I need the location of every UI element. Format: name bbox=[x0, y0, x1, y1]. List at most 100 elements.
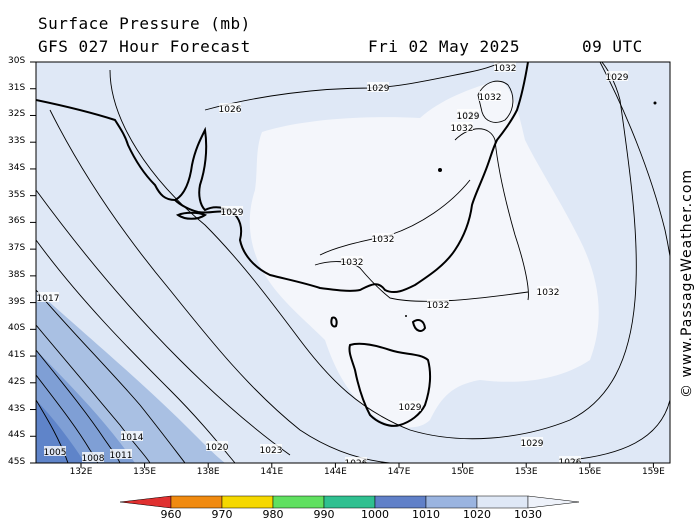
isobar-label: 1032 bbox=[537, 288, 560, 298]
colorbar-label: 970 bbox=[211, 508, 233, 521]
isobar-1032-east bbox=[454, 128, 529, 301]
isobar-label: 1026 bbox=[345, 459, 368, 469]
isobar-label-bg bbox=[345, 457, 367, 463]
coastline-kangaroo-island bbox=[175, 211, 208, 220]
isobar-label: 1029 bbox=[606, 73, 629, 83]
lon-label: 159E bbox=[641, 467, 665, 477]
isobar-label: 1014 bbox=[121, 433, 144, 443]
isobar-labels: 1032 1029 1026 1029 1032 1032 1032 1029 1032 1032… bbox=[37, 62, 629, 469]
isobar-label-bg bbox=[457, 110, 479, 120]
isobar-1017 bbox=[36, 289, 186, 463]
lat-label: 44S bbox=[8, 430, 26, 441]
lat-ticks bbox=[30, 61, 36, 464]
isobar-label: 1029 bbox=[221, 208, 244, 218]
colorbar-label: 1020 bbox=[463, 508, 491, 521]
colorbar-swatch bbox=[323, 495, 376, 509]
isobar-1020 bbox=[36, 239, 236, 463]
isobar-label-bg bbox=[121, 431, 143, 441]
isobar-label-bg bbox=[399, 401, 421, 411]
isobar-label-bg bbox=[219, 103, 241, 113]
colorbar-label: 1000 bbox=[361, 508, 389, 521]
colorbar-label: 1010 bbox=[412, 508, 440, 521]
isobar-label: 1029 bbox=[367, 84, 390, 94]
lat-label: 33S bbox=[8, 136, 26, 147]
watermark: © www.PassageWeather.com bbox=[679, 168, 695, 398]
coastline-spencer-gulf bbox=[174, 199, 226, 214]
colorbar-label: 1030 bbox=[514, 508, 542, 521]
isobar-label: 1029 bbox=[521, 439, 544, 449]
isobar-label-bg bbox=[521, 437, 543, 447]
isobar-1029-north bbox=[204, 62, 503, 111]
colorbar-label: 980 bbox=[262, 508, 284, 521]
isobar-label-bg bbox=[559, 456, 581, 463]
island-dot bbox=[438, 168, 442, 172]
lon-label: 156E bbox=[578, 467, 602, 477]
colorbar-swatch bbox=[476, 495, 529, 509]
isobar-label: 1032 bbox=[372, 235, 395, 245]
island-dot bbox=[653, 101, 657, 105]
colorbar bbox=[119, 495, 580, 509]
colorbar-arrow-low bbox=[119, 495, 172, 509]
isobar-label-bg bbox=[110, 449, 132, 459]
lat-label: 35S bbox=[8, 189, 26, 200]
lat-label: 42S bbox=[8, 376, 26, 387]
coastline-mainland bbox=[36, 62, 529, 294]
colorbar-swatch bbox=[221, 495, 274, 509]
isobar-label: 1023 bbox=[260, 446, 283, 456]
lon-label: 153E bbox=[514, 467, 538, 477]
lat-label: 40S bbox=[8, 323, 26, 334]
isobar-label-bg bbox=[341, 256, 363, 266]
isobar-label-bg bbox=[260, 444, 282, 454]
colorbar-swatch bbox=[374, 495, 427, 509]
lon-ticks bbox=[80, 463, 654, 468]
isobar-label-bg bbox=[494, 62, 516, 72]
forecast-date: Fri 02 May 2025 bbox=[368, 37, 520, 56]
map-frame bbox=[35, 61, 671, 464]
island-dot bbox=[405, 315, 407, 317]
lon-label: 147E bbox=[387, 467, 411, 477]
coastline-king-island bbox=[330, 316, 338, 328]
isobar-label: 1032 bbox=[494, 64, 517, 74]
lon-label: 150E bbox=[451, 467, 475, 477]
lon-label: 144E bbox=[323, 467, 347, 477]
chart-title: Surface Pressure (mb) bbox=[38, 14, 251, 33]
isobar-label: 1026 bbox=[219, 105, 242, 115]
isobar-label-bg bbox=[372, 233, 394, 243]
lat-label: 38S bbox=[8, 269, 26, 280]
isobar-label: 1017 bbox=[37, 294, 60, 304]
isobar-label-bg bbox=[427, 299, 449, 309]
isobar-label: 1032 bbox=[427, 301, 450, 311]
lat-label: 41S bbox=[8, 350, 26, 361]
lon-label: 141E bbox=[260, 467, 284, 477]
isobar-1032-top bbox=[477, 80, 514, 123]
forecast-time: 09 UTC bbox=[582, 37, 643, 56]
isobar-label-bg bbox=[479, 91, 501, 101]
isobar-label: 1032 bbox=[479, 93, 502, 103]
colorbar-swatch bbox=[425, 495, 478, 509]
isobar-1005 bbox=[36, 399, 69, 463]
isobar-label: 1032 bbox=[341, 258, 364, 268]
isobar-label: 1029 bbox=[457, 112, 480, 122]
lon-label: 132E bbox=[69, 467, 93, 477]
isobar-label-bg bbox=[537, 286, 559, 296]
lat-label: 36S bbox=[8, 216, 26, 227]
isobar-label: 1026 bbox=[559, 458, 582, 468]
forecast-label: GFS 027 Hour Forecast bbox=[38, 37, 251, 56]
coastline-tasmania bbox=[348, 342, 432, 427]
colorbar-label: 990 bbox=[313, 508, 335, 521]
lat-label: 39S bbox=[8, 296, 26, 307]
isobar-label: 1020 bbox=[206, 443, 229, 453]
isobar-label-bg bbox=[451, 122, 473, 132]
lat-label: 45S bbox=[8, 457, 26, 467]
isobar-label: 1005 bbox=[44, 448, 67, 458]
isobar-label-bg bbox=[606, 71, 628, 81]
isobar-label: 1032 bbox=[451, 124, 474, 134]
shade-1030-core bbox=[249, 80, 599, 428]
isobar-label: 1008 bbox=[82, 454, 105, 464]
lat-label: 37S bbox=[8, 243, 26, 254]
coastline-flinders-island bbox=[411, 319, 427, 332]
lat-label: 30S bbox=[8, 56, 26, 66]
isobar-1026 bbox=[569, 62, 670, 461]
lat-label: 43S bbox=[8, 403, 26, 414]
